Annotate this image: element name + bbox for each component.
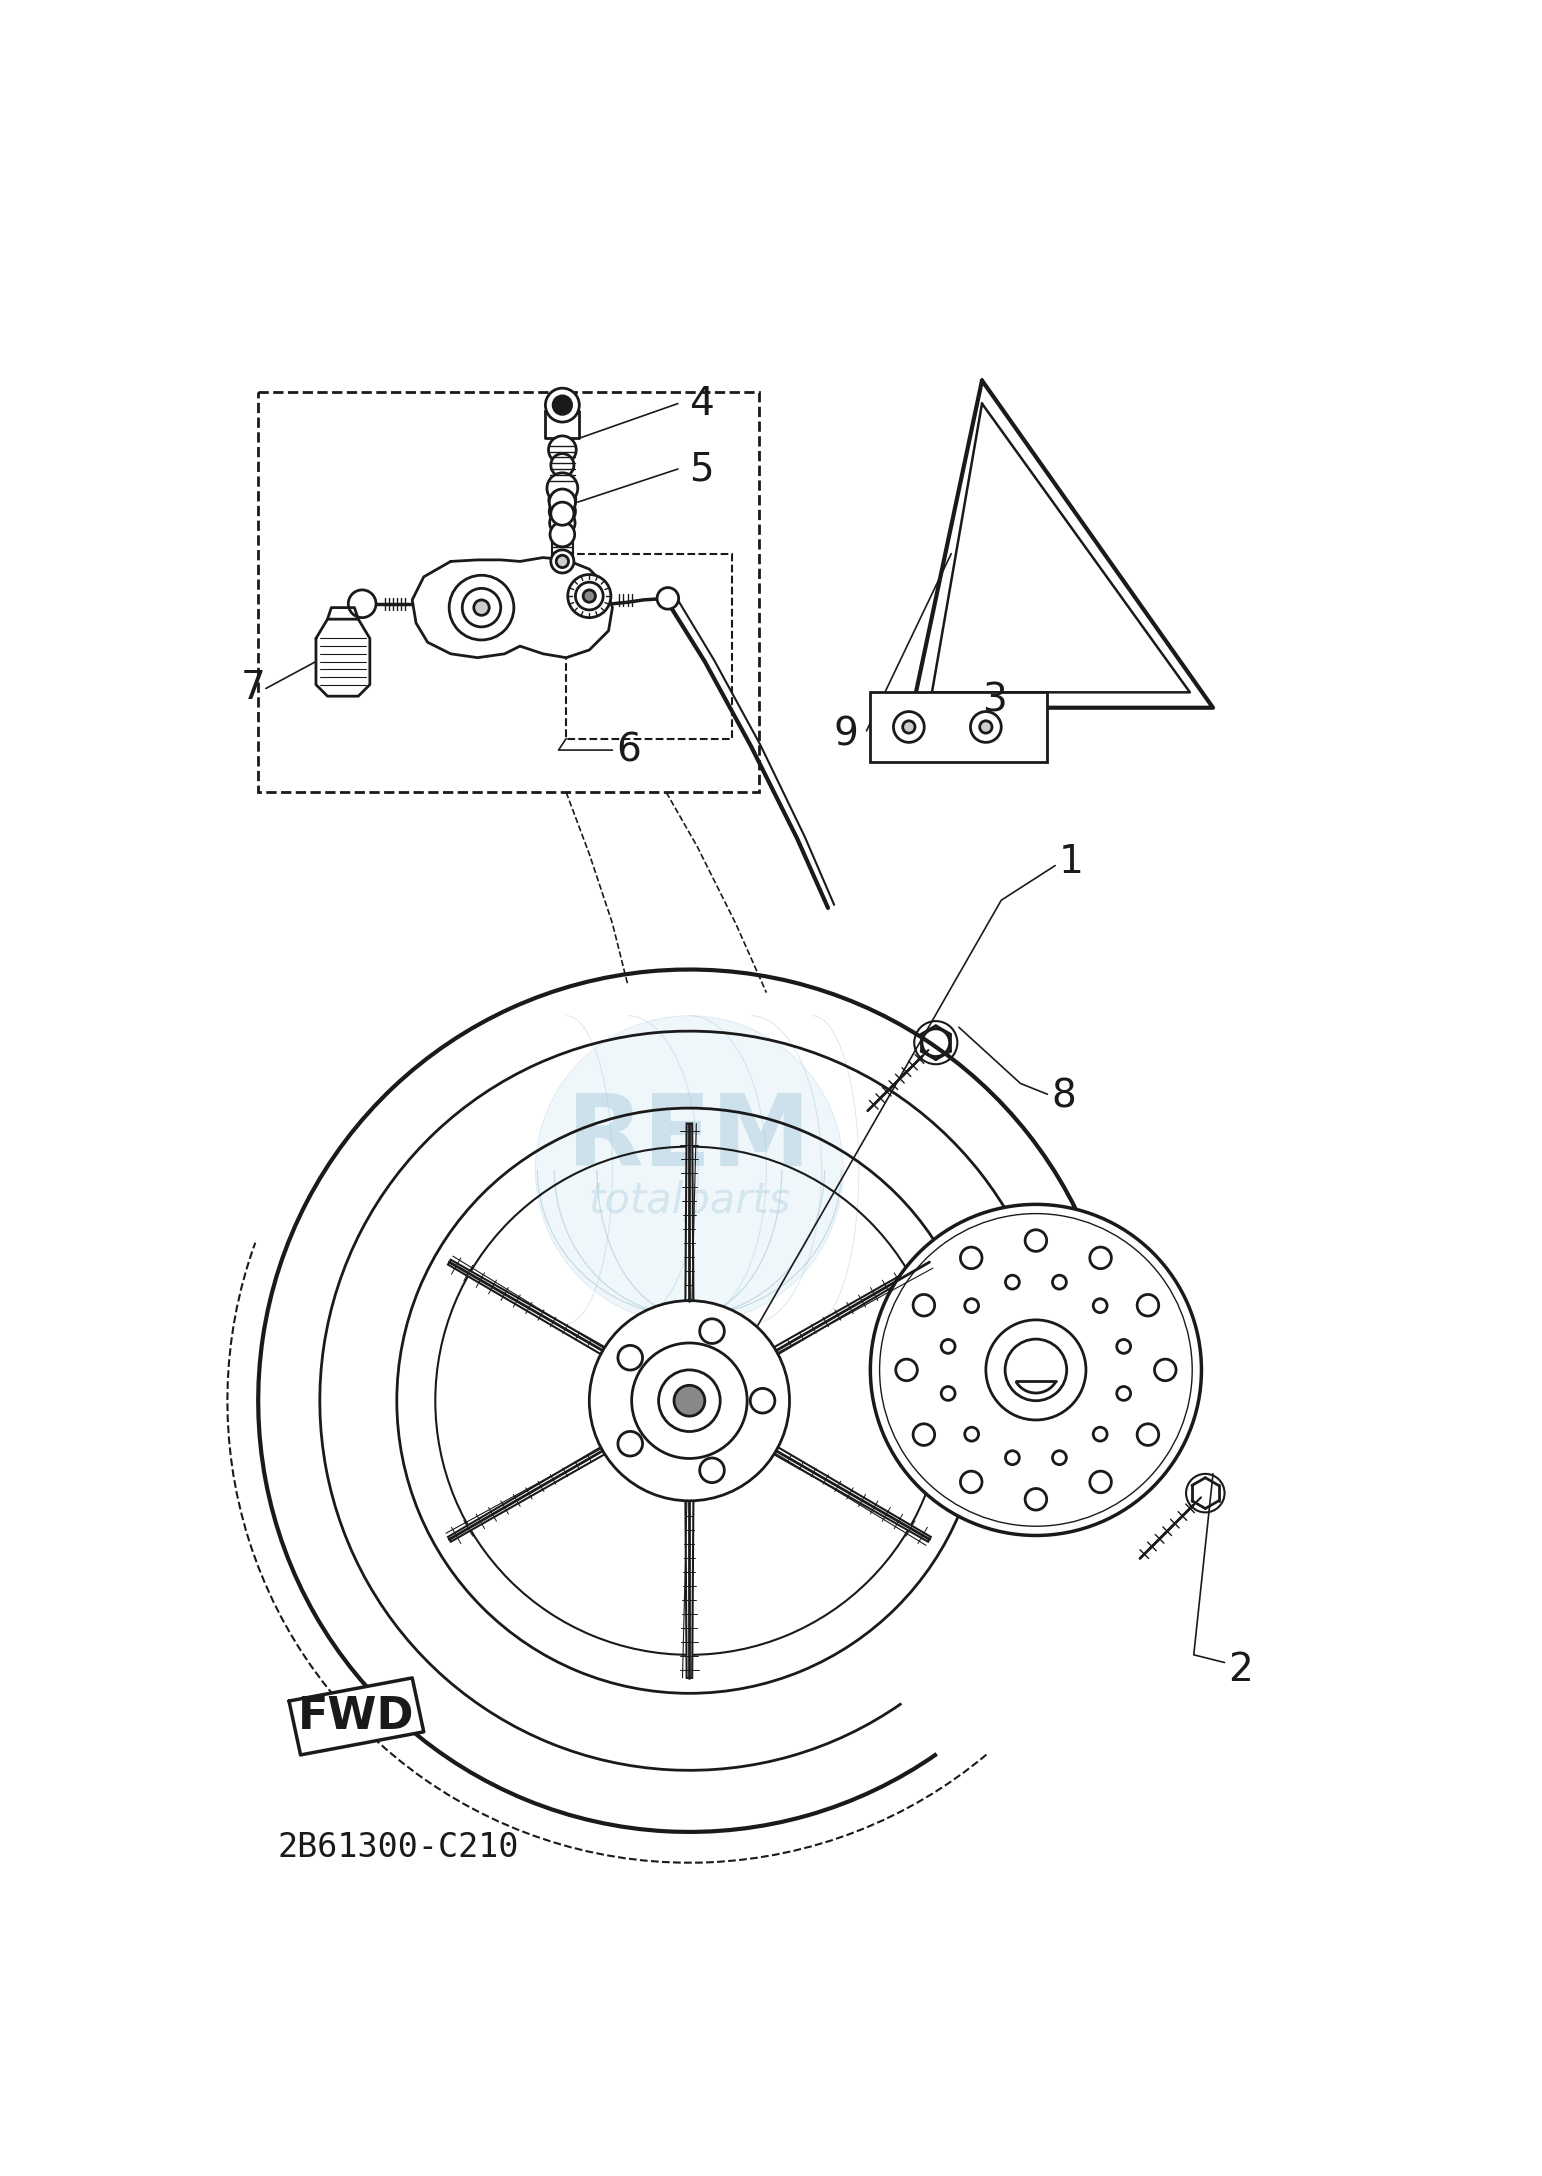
Circle shape <box>1025 1229 1047 1251</box>
Circle shape <box>550 503 574 524</box>
Circle shape <box>547 472 578 503</box>
Circle shape <box>550 551 574 572</box>
Circle shape <box>961 1247 982 1269</box>
Circle shape <box>549 509 575 535</box>
Circle shape <box>348 590 376 618</box>
Circle shape <box>896 1360 917 1382</box>
Bar <box>870 692 1047 762</box>
Text: 2B61300-C210: 2B61300-C210 <box>278 1830 520 1865</box>
Circle shape <box>700 1319 725 1343</box>
Circle shape <box>965 1299 979 1312</box>
Circle shape <box>870 1203 1201 1536</box>
Text: 4: 4 <box>689 385 714 422</box>
Circle shape <box>583 590 595 603</box>
Circle shape <box>449 574 513 640</box>
Text: REM: REM <box>567 1090 811 1188</box>
Circle shape <box>1090 1247 1112 1269</box>
Circle shape <box>1116 1386 1130 1401</box>
Circle shape <box>1005 1338 1067 1401</box>
Circle shape <box>473 601 489 616</box>
Text: 6: 6 <box>617 731 641 768</box>
Circle shape <box>970 712 1001 742</box>
Polygon shape <box>449 1260 604 1353</box>
Text: FWD: FWD <box>298 1695 415 1739</box>
Polygon shape <box>685 1501 694 1678</box>
Circle shape <box>941 1386 954 1401</box>
Circle shape <box>549 435 577 463</box>
Circle shape <box>554 396 572 413</box>
Circle shape <box>549 487 575 514</box>
Circle shape <box>1155 1360 1177 1382</box>
Circle shape <box>546 387 580 422</box>
Circle shape <box>1053 1275 1067 1288</box>
Circle shape <box>657 588 678 609</box>
Circle shape <box>700 1458 725 1482</box>
Text: totalparts: totalparts <box>588 1179 791 1221</box>
Circle shape <box>979 720 992 733</box>
Circle shape <box>549 474 577 503</box>
Text: 1: 1 <box>1059 842 1084 881</box>
Polygon shape <box>316 620 370 696</box>
Circle shape <box>941 1340 954 1353</box>
Circle shape <box>961 1471 982 1493</box>
Circle shape <box>632 1343 748 1458</box>
Circle shape <box>658 1371 720 1432</box>
Circle shape <box>985 1321 1086 1421</box>
Circle shape <box>893 712 924 742</box>
Circle shape <box>557 555 569 568</box>
Circle shape <box>1005 1451 1019 1464</box>
Polygon shape <box>449 1447 604 1543</box>
Circle shape <box>913 1295 934 1316</box>
Polygon shape <box>412 557 612 657</box>
Circle shape <box>674 1386 705 1417</box>
Circle shape <box>575 583 603 609</box>
Circle shape <box>902 720 914 733</box>
Circle shape <box>1053 1451 1067 1464</box>
Circle shape <box>1136 1295 1158 1316</box>
Polygon shape <box>774 1447 931 1543</box>
Circle shape <box>751 1388 776 1412</box>
Polygon shape <box>288 1678 424 1754</box>
Circle shape <box>1005 1275 1019 1288</box>
Circle shape <box>618 1345 643 1371</box>
Polygon shape <box>774 1260 931 1353</box>
Circle shape <box>550 522 575 546</box>
Circle shape <box>1116 1340 1130 1353</box>
Circle shape <box>1025 1488 1047 1510</box>
Circle shape <box>550 453 574 477</box>
Circle shape <box>618 1432 643 1456</box>
Circle shape <box>567 574 611 618</box>
Circle shape <box>965 1427 979 1441</box>
Circle shape <box>1093 1427 1107 1441</box>
Text: 3: 3 <box>982 681 1007 718</box>
Circle shape <box>1090 1471 1112 1493</box>
Circle shape <box>1136 1423 1158 1445</box>
Polygon shape <box>685 1123 694 1301</box>
Circle shape <box>589 1301 790 1501</box>
Circle shape <box>549 490 575 516</box>
Circle shape <box>913 1423 934 1445</box>
Circle shape <box>549 498 575 524</box>
Text: 5: 5 <box>689 450 714 487</box>
Bar <box>566 553 732 738</box>
Circle shape <box>535 1016 843 1323</box>
Circle shape <box>463 588 501 627</box>
Bar <box>258 392 759 792</box>
Text: 9: 9 <box>834 716 859 753</box>
Text: 2: 2 <box>1229 1652 1254 1689</box>
Text: 8: 8 <box>1052 1077 1076 1116</box>
Text: 7: 7 <box>241 670 265 707</box>
Circle shape <box>1093 1299 1107 1312</box>
